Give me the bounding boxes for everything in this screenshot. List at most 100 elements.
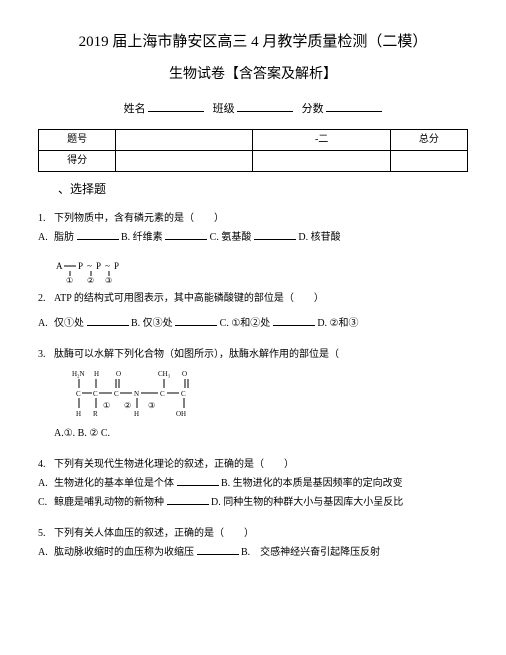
atp-a: A [56, 261, 63, 271]
q5-a-blank [197, 545, 239, 555]
td-score-label: 得分 [39, 150, 116, 171]
q3-opts: A.①. B. ② C. [54, 424, 468, 443]
q4-c-label: C. [38, 493, 54, 512]
question-5: 5. 下列有关人体血压的叙述，正确的是（ ） A. 肱动脉收缩时的血压称为收缩压… [38, 524, 468, 562]
q2-b: 仅③处 [143, 318, 173, 329]
name-blank[interactable] [148, 100, 204, 112]
q3-opts-spacer [38, 424, 54, 443]
q1-a-blank [77, 230, 119, 240]
q5-a-label: A. [38, 543, 54, 562]
th-col2 [116, 129, 253, 150]
td-score-2[interactable] [116, 150, 253, 171]
peptide-diagram: H₂N H O CH₃ C C C N C C H R H O [54, 368, 468, 422]
atp-diagram: A P ~ P ~ P ① ② ③ [54, 259, 468, 287]
svg-text:C: C [76, 390, 81, 398]
name-label: 姓名 [124, 103, 146, 115]
q1-b-blank [165, 230, 207, 240]
score-label: 分数 [302, 103, 324, 115]
svg-text:C: C [114, 390, 119, 398]
svg-text:~: ~ [87, 261, 92, 271]
q1-d: 核苷酸 [311, 232, 341, 243]
svg-text:H: H [134, 410, 139, 418]
q5-b-label: B. [241, 547, 250, 558]
class-label: 班级 [213, 103, 235, 115]
q4-b-label: B. [221, 478, 230, 489]
q2-d: ②和③ [330, 318, 359, 329]
q2-c-label: C. [220, 318, 229, 329]
q5-row1: 肱动脉收缩时的血压称为收缩压 B. 交感神经兴奋引起降压反射 [54, 543, 468, 562]
svg-text:②: ② [124, 401, 131, 410]
q4-a-label: A. [38, 474, 54, 493]
svg-text:③: ③ [148, 401, 155, 410]
atp-n3: ③ [105, 276, 112, 285]
q5-a: 肱动脉收缩时的血压称为收缩压 [54, 547, 194, 558]
question-4: 4. 下列有关现代生物进化理论的叙述，正确的是（ ） A. 生物进化的基本单位是… [38, 455, 468, 512]
q4-num: 4. [38, 455, 54, 474]
exam-title-2: 生物试卷【含答案及解析】 [38, 64, 468, 86]
svg-text:O: O [182, 370, 187, 378]
q2-c-blank [273, 316, 315, 326]
q3-num: 3. [38, 345, 54, 364]
q4-stem: 下列有关现代生物进化理论的叙述，正确的是（ ） [54, 455, 468, 474]
svg-text:C: C [160, 390, 165, 398]
svg-text:R: R [93, 410, 98, 418]
q4-d: 同种生物的种群大小与基因库大小呈反比 [223, 497, 403, 508]
q4-a-blank [177, 476, 219, 486]
q1-c-blank [254, 230, 296, 240]
q2-d-label: D. [317, 318, 327, 329]
svg-text:①: ① [103, 401, 110, 410]
q5-b: 交感神经兴奋引起降压反射 [260, 547, 380, 558]
q1-d-label: D. [298, 232, 308, 243]
atp-p1: P [78, 261, 83, 271]
q1-opts: 脂肪 B. 纤维素 C. 氨基酸 D. 核苷酸 [54, 228, 468, 247]
section-heading: 、选择题 [58, 180, 468, 199]
td-score-total[interactable] [390, 150, 467, 171]
q5-num: 5. [38, 524, 54, 543]
q2-b-blank [175, 316, 217, 326]
score-table: 题号 -二 总分 得分 [38, 129, 468, 172]
q1-c: 氨基酸 [221, 232, 251, 243]
svg-text:H₂N: H₂N [72, 370, 85, 378]
q2-optlabel: A. [38, 314, 54, 333]
q1-b-label: B. [121, 232, 130, 243]
q4-c: 鲸鹿是哺乳动物的新物种 [54, 497, 164, 508]
th-num: 题号 [39, 129, 116, 150]
svg-text:H: H [94, 370, 99, 378]
q4-b: 生物进化的本质是基因频率的定向改变 [233, 478, 403, 489]
q1-c-label: C. [210, 232, 219, 243]
th-col3: -二 [253, 129, 390, 150]
atp-p2: P [96, 261, 101, 271]
th-total: 总分 [390, 129, 467, 150]
atp-n2: ② [87, 276, 94, 285]
q4-row2: 鲸鹿是哺乳动物的新物种 D. 同种生物的种群大小与基因库大小呈反比 [54, 493, 468, 512]
q1-b: 纤维素 [133, 232, 163, 243]
q2-c: ①和②处 [231, 318, 270, 329]
question-3: 3. 肽酶可以水解下列化合物（如图所示），肽酶水解作用的部位是（ H₂N H O… [38, 345, 468, 443]
q2-stem: ATP 的结构式可用图表示，其中高能磷酸键的部位是（ ） [54, 289, 468, 308]
q4-row1: 生物进化的基本单位是个体 B. 生物进化的本质是基因频率的定向改变 [54, 474, 468, 493]
svg-text:OH: OH [176, 410, 186, 418]
q4-d-label: D. [211, 497, 221, 508]
td-score-3[interactable] [253, 150, 390, 171]
class-blank[interactable] [237, 100, 293, 112]
q1-num: 1. [38, 209, 54, 228]
q2-a: 仅①处 [54, 318, 84, 329]
atp-n1: ① [66, 276, 73, 285]
score-blank[interactable] [326, 100, 382, 112]
exam-title-1: 2019 届上海市静安区高三 4 月教学质量检测（二模） [38, 30, 468, 54]
question-1: 1. 下列物质中，含有磷元素的是（ ） A. 脂肪 B. 纤维素 C. 氨基酸 … [38, 209, 468, 247]
q5-stem: 下列有关人体血压的叙述，正确的是（ ） [54, 524, 468, 543]
q4-c-blank [167, 495, 209, 505]
svg-text:C: C [181, 390, 186, 398]
q1-optlabel: A. [38, 228, 54, 247]
q3-stem: 肽酶可以水解下列化合物（如图所示），肽酶水解作用的部位是（ [54, 345, 468, 364]
q4-a: 生物进化的基本单位是个体 [54, 478, 174, 489]
svg-text:~: ~ [105, 261, 110, 271]
q2-a-blank [87, 316, 129, 326]
svg-text:N: N [134, 390, 139, 398]
q1-stem: 下列物质中，含有磷元素的是（ ） [54, 209, 468, 228]
question-2: A P ~ P ~ P ① ② ③ 2. ATP 的结构式可用图表示，其中高能磷… [38, 259, 468, 333]
q1-a: 脂肪 [54, 232, 74, 243]
q2-num: 2. [38, 289, 54, 308]
svg-text:C: C [93, 390, 98, 398]
